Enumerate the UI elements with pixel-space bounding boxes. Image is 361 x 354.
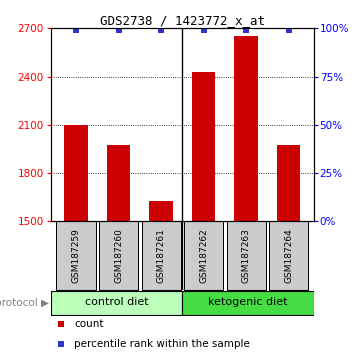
Bar	[269, 221, 308, 290]
Bar	[182, 291, 314, 315]
Text: GSM187261: GSM187261	[157, 228, 166, 283]
Bar	[56, 221, 96, 290]
Text: GSM187260: GSM187260	[114, 228, 123, 283]
Bar	[142, 221, 180, 290]
Text: protocol ▶: protocol ▶	[0, 298, 49, 308]
Text: GSM187262: GSM187262	[199, 228, 208, 283]
Text: count: count	[74, 319, 104, 329]
Text: ketogenic diet: ketogenic diet	[208, 297, 288, 307]
Text: percentile rank within the sample: percentile rank within the sample	[74, 338, 250, 349]
Bar	[277, 145, 300, 221]
Bar	[226, 221, 266, 290]
Bar	[192, 72, 215, 221]
Title: GDS2738 / 1423772_x_at: GDS2738 / 1423772_x_at	[100, 14, 265, 27]
Text: GSM187264: GSM187264	[284, 228, 293, 283]
Text: GSM187263: GSM187263	[242, 228, 251, 283]
Bar	[64, 125, 88, 221]
Bar	[51, 291, 182, 315]
Text: control diet: control diet	[84, 297, 148, 307]
Text: GSM187259: GSM187259	[71, 228, 81, 283]
Bar	[184, 221, 223, 290]
Bar	[234, 35, 258, 221]
Bar	[107, 145, 130, 221]
Bar	[99, 221, 138, 290]
Bar	[149, 201, 173, 221]
